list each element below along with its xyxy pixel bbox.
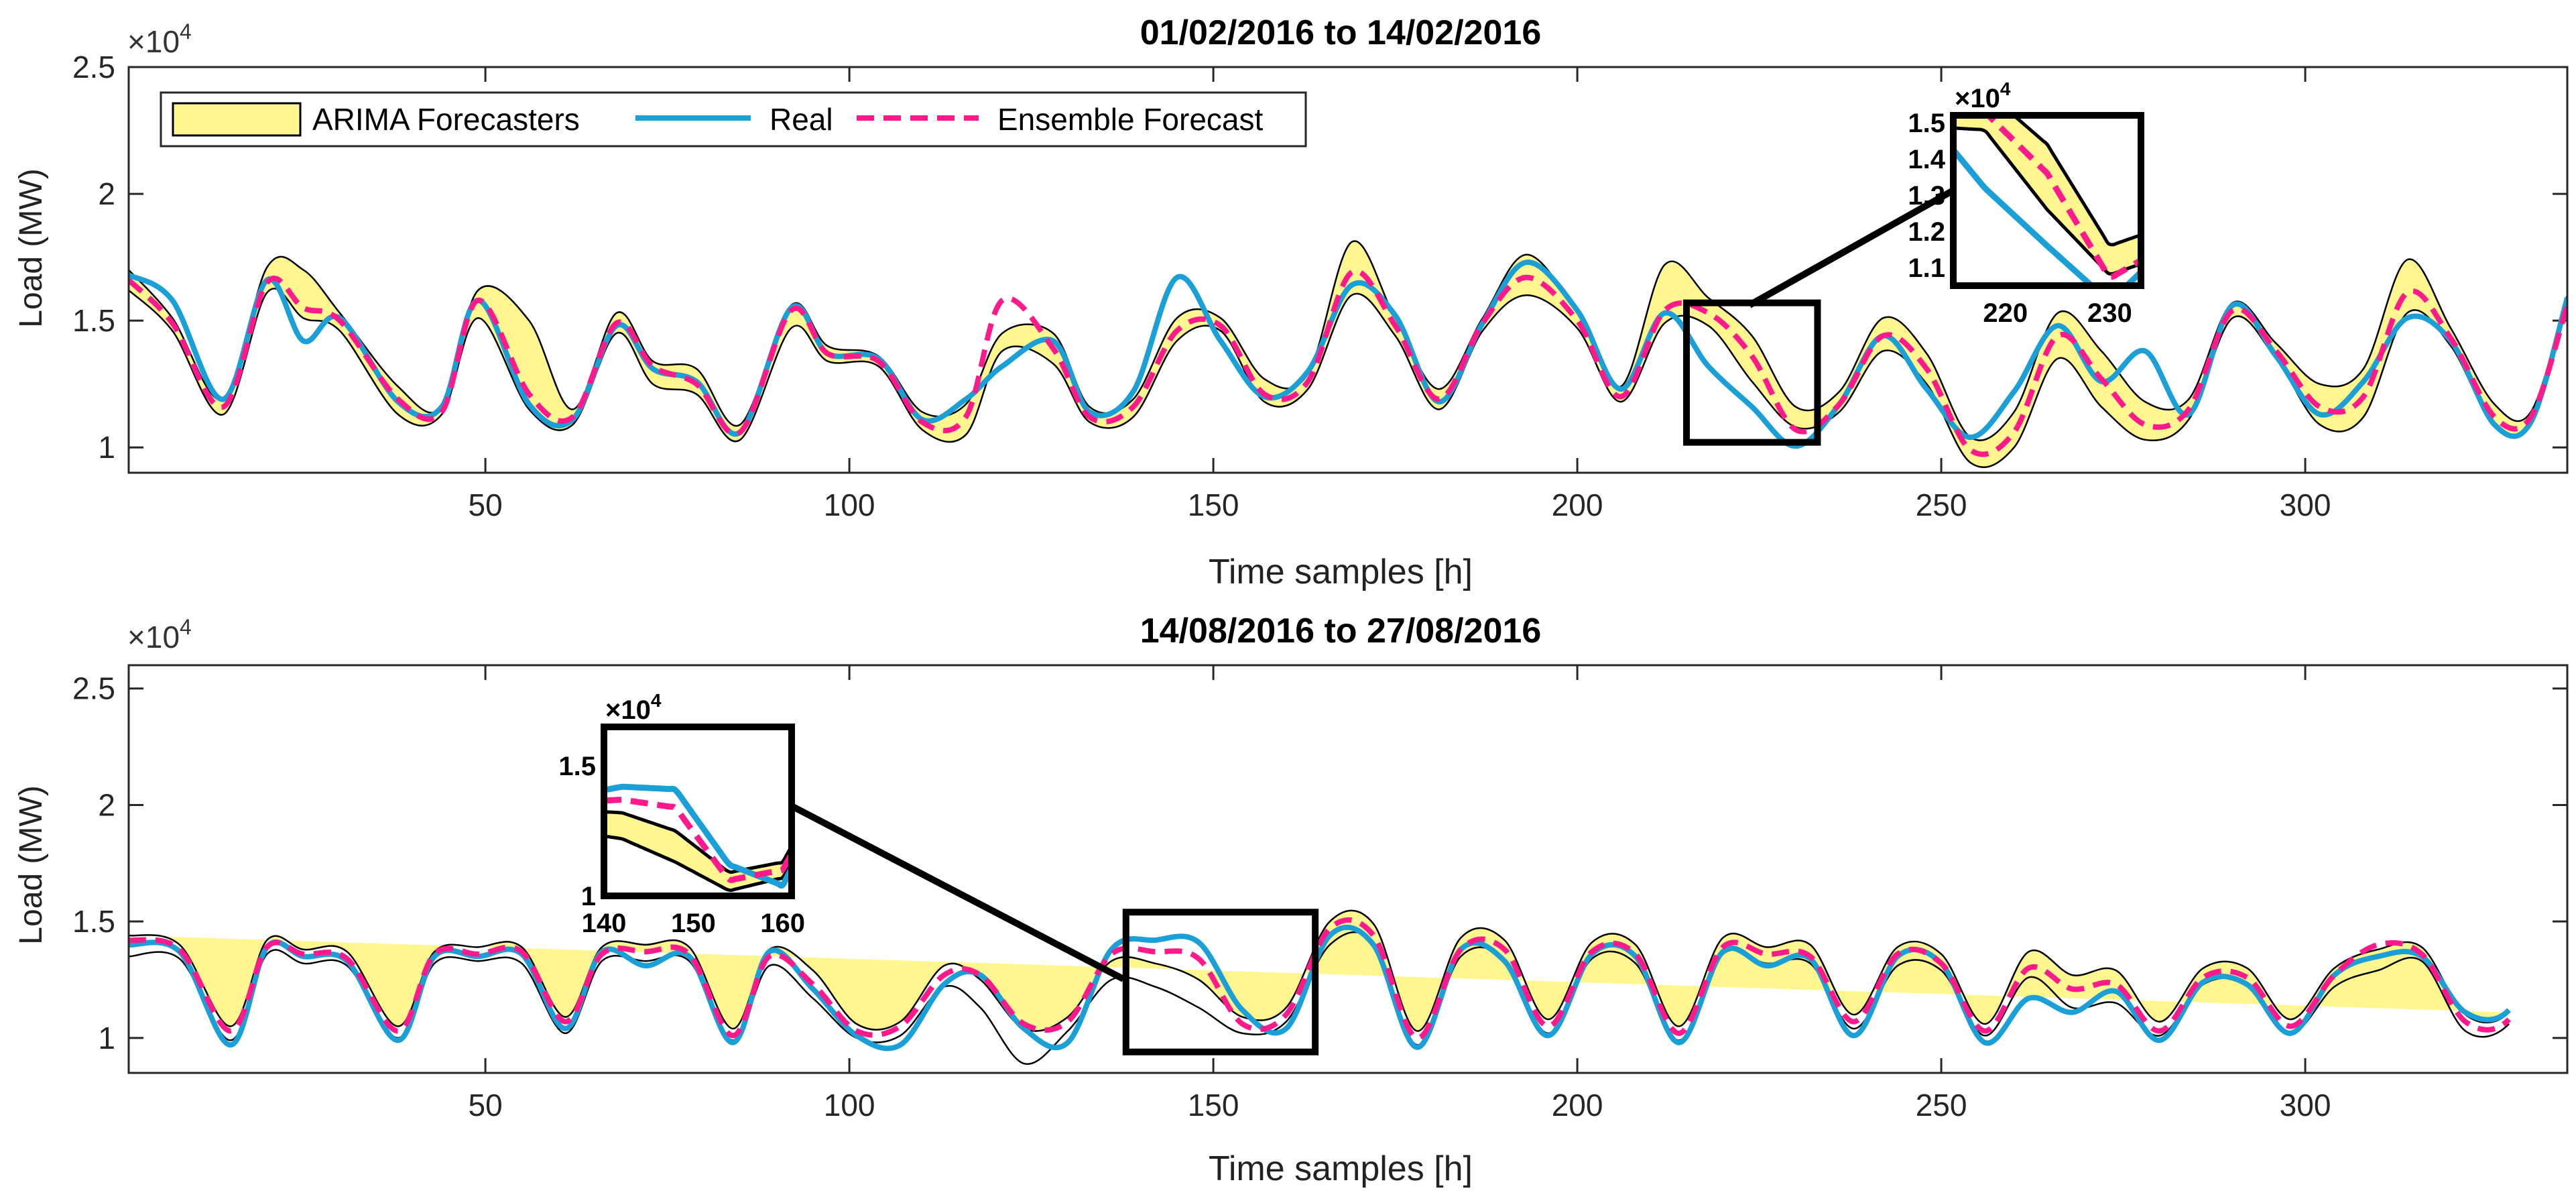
inset-y-tick-label: 1	[581, 882, 596, 911]
panel-1-axes-frame	[127, 66, 2569, 474]
x-tick-label: 250	[1916, 488, 1967, 522]
panel-1-exponent: ×104	[127, 19, 192, 59]
legend-label-ensemble: Ensemble Forecast	[997, 102, 1263, 137]
arima-band-upper-edge	[129, 240, 2567, 441]
x-tick-label: 100	[824, 1088, 875, 1123]
x-tick-label: 100	[824, 488, 875, 522]
panel-1-axis-ticks: 50 100 150 200 250 300 1 1.5 2 2.5	[72, 50, 2567, 522]
legend-label-arima: ARIMA Forecasters	[312, 102, 580, 137]
real-line	[129, 260, 2567, 449]
inset-band-lower-edge	[1953, 126, 2141, 276]
y-tick-label: 1	[98, 1021, 115, 1055]
inset-band-upper-edge	[604, 810, 792, 874]
panel-2-zoom-callout: ×104 1 1.5 140 150 160	[558, 690, 1319, 1055]
panel-2-exponent: ×104	[127, 615, 192, 654]
inset-real-line	[1953, 148, 2141, 286]
panel-2-axis-ticks: 50 100 150 200 250 300 1 1.5 2 2.5	[72, 665, 2567, 1123]
inset-x-tick-label: 140	[582, 909, 627, 938]
panel-2-axes-frame	[127, 664, 2569, 1074]
x-tick-label: 250	[1916, 1088, 1967, 1123]
inset-arima-band	[1953, 115, 2141, 274]
inset-ensemble-line	[1983, 115, 2141, 280]
inset-y-tick-label: 1.2	[1908, 217, 1945, 247]
inset-y-tick-label: 1.1	[1908, 253, 1945, 283]
panel-1-xlabel: Time samples [h]	[1209, 553, 1473, 591]
inset-y-tick-label: 1.3	[1908, 181, 1945, 211]
inset-y-tick-label: 1.4	[1908, 145, 1945, 174]
inset-x-tick-label: 160	[760, 909, 805, 938]
y-tick-label: 2	[98, 176, 115, 211]
zoom-connector-line	[1747, 170, 1986, 308]
y-tick-label: 1.5	[72, 904, 115, 939]
y-tick-label: 1.5	[72, 303, 115, 338]
y-tick-label: 1	[98, 430, 115, 465]
x-tick-label: 200	[1552, 488, 1603, 522]
zoom-box	[1122, 909, 1319, 1055]
inset-x-tick-label: 230	[2087, 298, 2132, 328]
ensemble-forecast-line	[129, 917, 2511, 1041]
inset-band-lower-edge	[604, 834, 792, 893]
inset-exponent: ×104	[1955, 78, 2011, 113]
inset-frame	[601, 724, 795, 899]
inset-x-tick-label: 150	[671, 909, 716, 938]
panel-1-ylabel: Load (MW)	[13, 168, 49, 327]
panel-1-plot-area	[129, 240, 2567, 469]
x-tick-label: 300	[2280, 1088, 2331, 1123]
legend: ARIMA Forecasters Real Ensemble Forecast	[160, 91, 1307, 148]
inset-x-tick-label: 220	[1983, 298, 2028, 328]
panel-2: 14/08/2016 to 27/08/2016 ×104 Load (MW) …	[13, 612, 2569, 1188]
arima-band-lower-edge	[129, 288, 2567, 469]
x-tick-label: 50	[469, 488, 503, 522]
panel-1-title: 01/02/2016 to 14/02/2016	[1140, 13, 1541, 52]
panel-2-ylabel: Load (MW)	[13, 785, 49, 944]
x-tick-label: 200	[1552, 1088, 1603, 1123]
panel-2-title: 14/08/2016 to 27/08/2016	[1140, 612, 1541, 650]
x-tick-label: 300	[2280, 488, 2331, 522]
y-tick-label: 2.5	[72, 50, 115, 84]
panel-2-plot-area	[129, 909, 2511, 1065]
legend-swatch-arima-band	[172, 102, 302, 137]
arima-band	[129, 910, 2510, 1031]
inset-frame	[1950, 112, 2144, 289]
zoom-connector-line	[790, 803, 1125, 982]
legend-box	[160, 91, 1307, 148]
legend-label-real: Real	[770, 102, 833, 137]
ensemble-forecast-line	[129, 268, 2567, 457]
panel-2-xlabel: Time samples [h]	[1209, 1149, 1473, 1188]
inset-ensemble-line	[604, 797, 792, 883]
y-tick-label: 2.5	[72, 671, 115, 706]
inset-y-tick-label: 1.5	[1908, 109, 1945, 138]
arima-band-upper-edge	[129, 909, 2510, 1032]
panel-1-zoom-callout: ×104 1.1 1.2 1.3 1.4 1.5 220 230	[1682, 78, 2144, 446]
x-tick-label: 150	[1188, 488, 1239, 522]
inset-exponent: ×104	[605, 690, 662, 725]
panel-1: 01/02/2016 to 14/02/2016 ×104 Load (MW) …	[13, 13, 2569, 591]
inset-band-upper-edge	[2011, 115, 2141, 247]
y-tick-label: 2	[98, 787, 115, 822]
x-tick-label: 50	[469, 1088, 503, 1123]
x-tick-label: 150	[1188, 1088, 1239, 1123]
inset-y-tick-label: 1.5	[558, 752, 596, 781]
